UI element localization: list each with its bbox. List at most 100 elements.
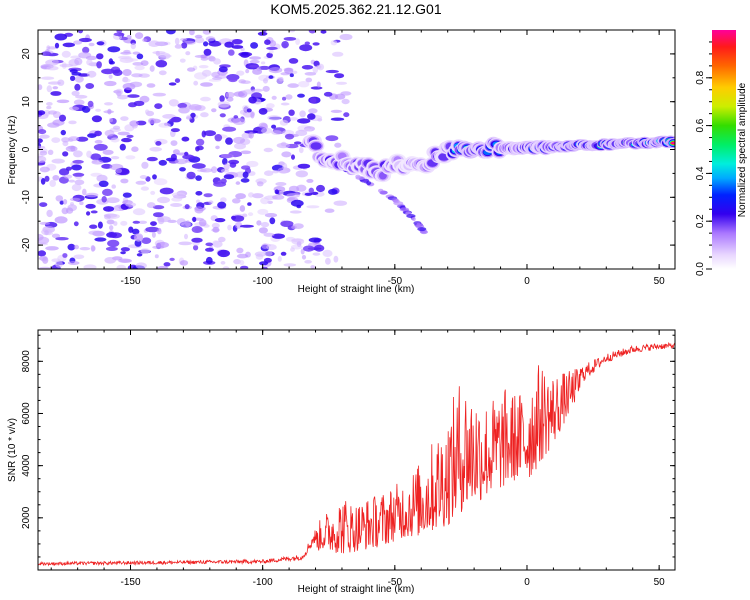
- noise-blob: [287, 83, 300, 88]
- noise-blob: [61, 50, 71, 58]
- noise-blob: [146, 156, 158, 162]
- noise-blob: [184, 204, 190, 210]
- noise-blob: [91, 159, 104, 165]
- noise-blob: [312, 252, 321, 256]
- noise-blob: [112, 69, 123, 76]
- noise-blob: [227, 224, 232, 231]
- noise-blob: [45, 246, 59, 251]
- noise-blob: [289, 117, 298, 121]
- noise-blob: [104, 257, 116, 264]
- noise-blob: [286, 193, 300, 198]
- noise-blob: [171, 192, 186, 198]
- noise-blob: [325, 257, 331, 265]
- noise-blob: [63, 174, 73, 179]
- y-tick-label: 20: [21, 48, 32, 60]
- noise-blob: [107, 46, 121, 53]
- noise-blob: [256, 220, 262, 226]
- noise-blob: [109, 225, 114, 231]
- y-tick-label: -10: [21, 190, 32, 205]
- noise-blob: [106, 219, 115, 225]
- noise-blob: [55, 195, 64, 202]
- colorbar-tick-label: 0.2: [695, 214, 706, 228]
- x-tick-label: -50: [388, 276, 403, 287]
- noise-blob: [155, 141, 162, 146]
- noise-blob: [164, 122, 169, 126]
- noise-blob: [271, 95, 277, 100]
- noise-blob: [320, 30, 327, 34]
- noise-blob: [289, 210, 302, 214]
- noise-blob: [94, 237, 107, 242]
- noise-blob: [272, 170, 280, 174]
- noise-blob: [332, 51, 344, 57]
- noise-blob: [90, 244, 96, 252]
- noise-blob: [259, 261, 269, 266]
- noise-blob: [122, 192, 132, 198]
- noise-blob: [205, 36, 216, 42]
- noise-blob: [86, 211, 91, 216]
- noise-blob: [258, 227, 268, 234]
- noise-blob: [81, 105, 91, 113]
- noise-blob: [223, 174, 235, 180]
- noise-blob: [283, 263, 297, 267]
- noise-blob: [225, 91, 235, 98]
- x-tick-label: -150: [121, 276, 141, 287]
- noise-blob: [118, 55, 132, 60]
- noise-blob: [310, 86, 323, 90]
- noise-blob: [111, 184, 116, 189]
- x-tick-label: 50: [654, 276, 666, 287]
- noise-blob: [291, 225, 297, 230]
- noise-blob: [139, 95, 150, 103]
- noise-blob: [306, 178, 314, 183]
- noise-blob: [87, 133, 97, 139]
- noise-blob: [198, 219, 207, 227]
- y-tick-label: 10: [21, 96, 32, 108]
- noise-blob: [65, 145, 78, 152]
- noise-blob: [83, 264, 97, 269]
- noise-blob: [110, 137, 120, 143]
- noise-blob: [310, 97, 317, 104]
- branch-blob: [420, 230, 428, 235]
- noise-blob: [307, 113, 316, 120]
- colorbar-tick-label: 0.4: [695, 166, 706, 180]
- noise-blob: [296, 184, 307, 192]
- noise-blob: [120, 178, 129, 184]
- noise-blob: [191, 237, 203, 243]
- noise-blob: [185, 116, 193, 120]
- noise-blob: [121, 137, 132, 143]
- noise-blob: [105, 197, 120, 204]
- noise-blob: [152, 92, 166, 97]
- noise-blob: [236, 70, 245, 76]
- noise-blob: [62, 151, 69, 157]
- noise-blob: [39, 150, 48, 156]
- noise-blob: [248, 131, 254, 139]
- colorbar-tick-label: 0.6: [695, 118, 706, 132]
- branch-blob: [406, 214, 416, 218]
- noise-blob: [73, 254, 85, 260]
- noise-blob: [308, 108, 318, 114]
- noise-blob: [212, 226, 220, 233]
- noise-blob: [154, 103, 163, 109]
- noise-blob: [264, 170, 274, 176]
- noise-blob: [268, 67, 283, 74]
- noise-blob: [115, 88, 123, 96]
- noise-blob: [74, 179, 85, 186]
- noise-blob: [169, 257, 175, 261]
- noise-blob: [87, 70, 97, 78]
- noise-blob: [124, 58, 139, 62]
- noise-blob: [323, 91, 333, 97]
- y-tick-label: 0: [21, 146, 32, 152]
- noise-blob: [123, 49, 131, 54]
- noise-blob: [222, 266, 230, 269]
- noise-blob: [333, 255, 339, 263]
- noise-blob: [116, 264, 127, 269]
- noise-blob: [195, 37, 205, 44]
- noise-blob: [82, 46, 90, 54]
- noise-blob: [239, 224, 254, 228]
- noise-blob: [249, 56, 262, 60]
- noise-blob: [121, 78, 131, 83]
- noise-blob: [288, 109, 295, 116]
- figure-title: KOM5.2025.362.21.12.G01: [270, 1, 441, 17]
- noise-blob: [280, 251, 287, 256]
- noise-blob: [74, 57, 83, 66]
- noise-blob: [217, 101, 230, 108]
